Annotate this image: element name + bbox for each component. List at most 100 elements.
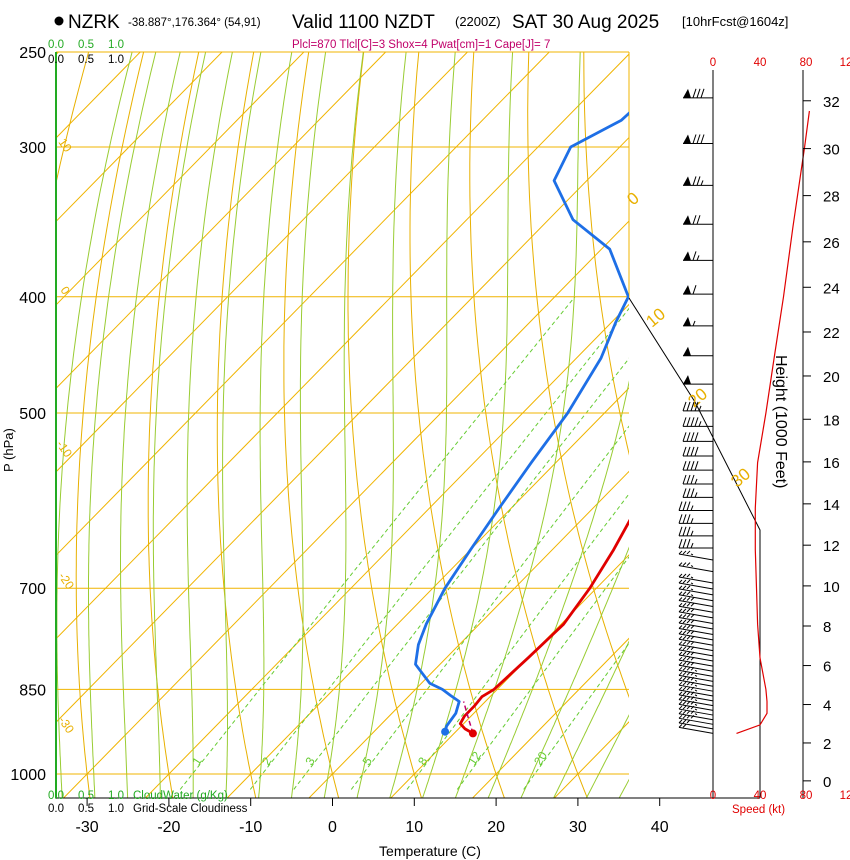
station-marker-icon [54,16,64,26]
speed-scale-labels: 0 40 80 120 40 80 12 [710,57,850,802]
cloud-scale-label: 0.0 [48,54,64,66]
speed-scale-label: 80 [800,790,813,802]
wind-barb [683,176,713,186]
mixing-ratio-label-20: 20 [531,749,550,768]
dry-adiabat-0 [283,52,340,798]
dry-adiabat--20 [147,52,200,798]
mixing-ratio-1 [179,296,576,790]
surface-temperature-point [468,729,477,738]
height-tick-label: 22 [823,325,840,342]
station-name: NZRK [68,12,120,33]
mixing-ratio-12 [456,556,629,790]
dry-adiabats [56,52,629,798]
moist-adiabat-34 [585,714,629,798]
moist-adiabat--26 [88,52,157,798]
wind-barb [678,538,713,549]
isotherm--100 [56,52,223,223]
wind-barb [682,488,713,498]
wind-barb [678,591,714,602]
wind-barb [678,585,714,596]
mixing-ratio-label-1: 1 [189,754,205,767]
speed-scale-label: 40 [754,57,767,69]
dry-adiabat--30 [75,52,145,798]
height-tick-label: 30 [823,142,840,159]
speed-scale-label: 12 [840,57,850,69]
y-axis-title: P (hPa) [1,428,16,472]
isotherm--60 [56,52,550,557]
dewpoint-line [414,111,629,733]
wind-barb [678,614,714,624]
height-tick-label: 32 [823,94,840,111]
temperature-tick-label: 0 [328,819,337,836]
temperature-tick-label: -30 [76,819,99,836]
moist-adiabat-26 [520,546,629,798]
wind-panel-boundary [628,297,761,798]
height-tick-label: 28 [823,189,840,206]
wind-barb [683,134,713,144]
wind-barb [678,573,714,584]
isotherm-40 [635,31,850,800]
pressure-ticks: 250 300 400 500 700 850 1000 [10,45,46,784]
dry-adiabat-label: 0 [623,188,642,209]
isotherms [56,31,850,800]
wind-barb [683,375,713,385]
cloud-scale-label: 0.0 [48,803,64,815]
temperature-tick-label: 40 [651,819,669,836]
speed-axis-title: Speed (kt) [732,804,785,816]
height-tick-label: 4 [823,698,831,715]
wind-barb [678,681,714,692]
isotherm--50 [56,53,629,640]
mixing-ratio-label-3: 3 [302,754,318,767]
wind-barb [683,251,713,261]
isotherm--80 [56,52,387,390]
height-tick-label: 14 [823,497,840,514]
speed-scale-label: 40 [754,790,767,802]
height-tick-label: 24 [823,280,840,297]
height-tick-label: 12 [823,538,840,555]
wind-barb [678,526,713,537]
cloud-scale-label: 0.5 [78,39,94,51]
moist-adiabat-22 [487,380,629,798]
temperature-tick-label: -10 [239,819,262,836]
wind-barb [682,446,713,457]
mixing-ratio-lines [179,296,629,790]
cloud-scale-label: 0.0 [48,790,64,802]
wind-barb [683,88,713,99]
cloud-scale-label: 0.5 [78,803,94,815]
x-axis-title: Temperature (C) [379,843,481,859]
wind-barb [682,432,713,442]
mixing-ratio-label-5: 5 [360,754,376,767]
speed-scale-label: 80 [800,57,813,69]
wind-barb [678,705,714,716]
cloud-scale-label: 1.0 [108,54,124,66]
isotherm--40 [56,136,629,723]
forecast-info: [10hrFcst@1604z] [682,14,788,29]
moist-adiabat-30 [553,640,629,798]
temperature-line [458,518,629,735]
valid-utc: (2200Z) [455,14,501,29]
station-coords: -38.887°,176.364° (54,91) [128,17,261,29]
temperature-tick-label: 10 [405,819,423,836]
isotherm-0 [308,470,629,798]
pressure-tick-label: 700 [19,581,46,598]
wind-barb [678,635,714,646]
cloud-scale-label: 0.5 [78,54,94,66]
height-tick-label: 8 [823,619,831,636]
dry-adiabat-label: 10 [56,136,75,155]
moist-adiabat--10 [222,52,262,798]
dry-adiabat-label: -20 [56,570,78,593]
moist-adiabat--18 [152,52,207,798]
pressure-tick-label: 850 [19,682,46,699]
dry-adiabat-10 [347,52,423,798]
dry-adiabat--40 [56,52,90,186]
wind-barb [678,719,714,730]
wind-barb [678,562,714,573]
cloud-scale-label: 1.0 [108,39,124,51]
height-tick-label: 6 [823,659,831,676]
isotherm--70 [56,52,469,473]
cloud-scale-labels: 0.0 0.5 1.0 0.0 0.5 1.0 0.0 0.5 1.0 0.0 0.5 1.0 [48,39,124,815]
height-axis-title: Height (1000 Feet) [772,355,789,488]
